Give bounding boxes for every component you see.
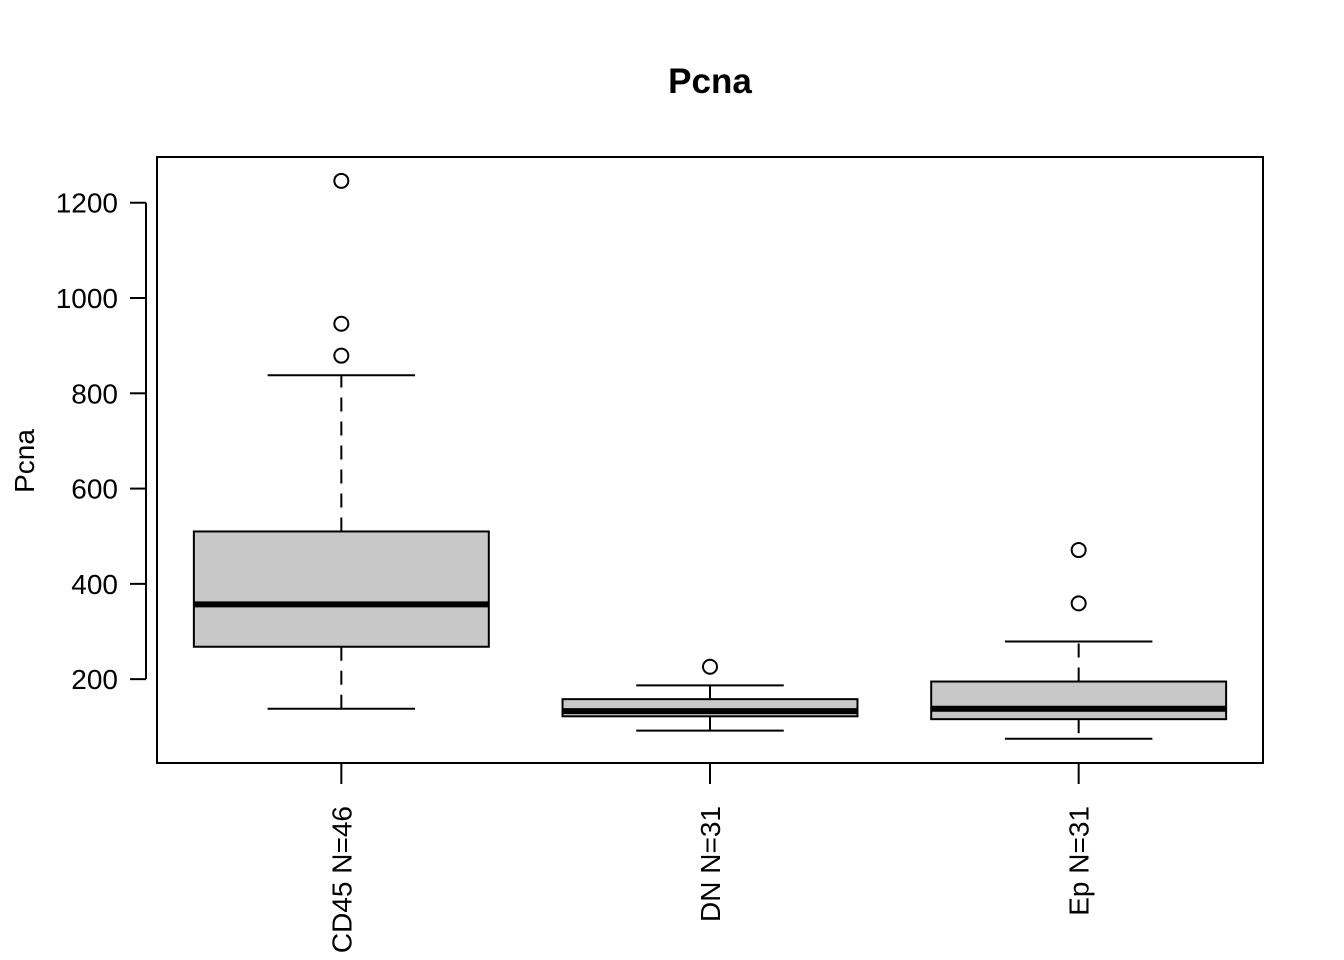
y-tick-label: 1000 (56, 283, 118, 314)
y-tick-label: 200 (71, 664, 118, 695)
y-tick-label: 600 (71, 474, 118, 505)
iqr-box (930, 680, 1228, 721)
x-tick-label: CD45 N=46 (326, 806, 357, 953)
x-tick-label: Ep N=31 (1064, 806, 1095, 916)
outlier-point (333, 347, 350, 364)
iqr-box (192, 530, 490, 648)
box-group (930, 542, 1228, 740)
plot-frame (156, 156, 1264, 764)
chart-title: Pcna (668, 62, 752, 101)
outlier-point (333, 315, 350, 332)
box-group (561, 658, 859, 732)
x-axis: CD45 N=46 DN N=31 Ep N=31 (326, 763, 1095, 953)
y-axis: 200 400 600 800 1000 1200 (56, 188, 147, 695)
x-tick-label: DN N=31 (695, 806, 726, 922)
box-group (192, 172, 490, 710)
outlier-point (333, 172, 350, 189)
y-tick-label: 400 (71, 569, 118, 600)
outlier-point (1070, 595, 1087, 612)
outlier-point (702, 658, 718, 675)
outlier-point (1070, 542, 1087, 559)
y-tick-label: 1200 (56, 188, 118, 219)
boxes (192, 172, 1228, 740)
y-tick-label: 800 (71, 378, 118, 409)
y-axis-label: Pcna (9, 429, 40, 493)
